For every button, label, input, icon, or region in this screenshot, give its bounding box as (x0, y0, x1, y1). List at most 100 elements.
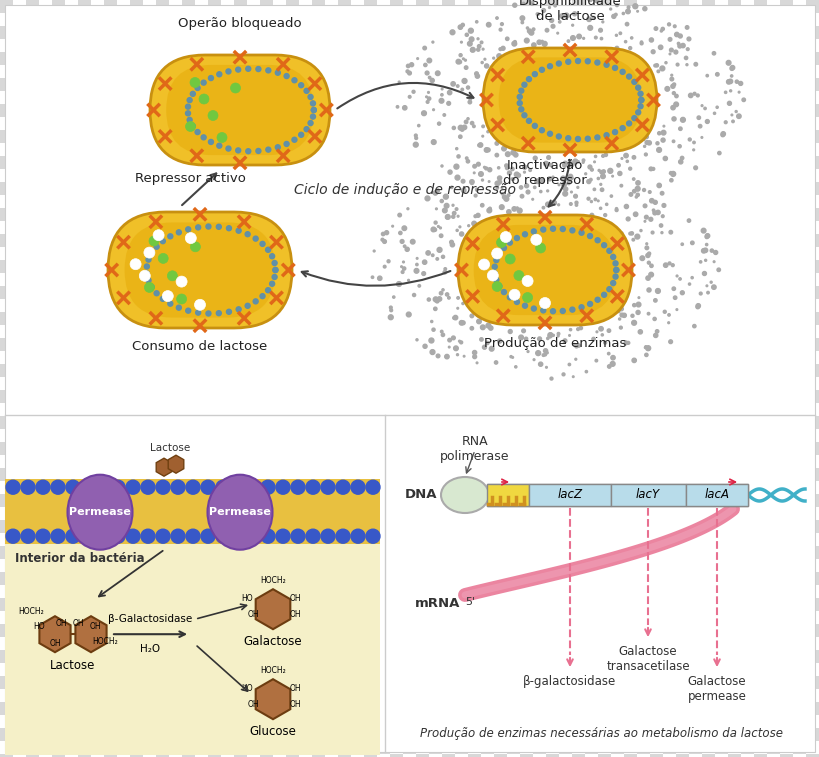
Bar (311, 0, 324, 13)
Bar (390, 520, 402, 533)
Circle shape (476, 162, 480, 166)
Bar (779, 624, 792, 637)
Bar (324, 585, 337, 598)
Bar (415, 208, 428, 221)
Bar (169, 195, 182, 208)
Circle shape (469, 314, 473, 318)
Bar (584, 403, 597, 416)
Circle shape (523, 171, 525, 173)
Bar (117, 143, 130, 156)
Bar (91, 611, 104, 624)
Bar (714, 143, 727, 156)
Bar (78, 104, 91, 117)
Bar (299, 689, 311, 702)
Bar (597, 260, 610, 273)
Bar (688, 351, 701, 364)
Bar (143, 741, 156, 754)
Bar (364, 182, 377, 195)
Circle shape (473, 172, 474, 173)
Bar (572, 104, 584, 117)
Circle shape (717, 151, 720, 154)
Bar (481, 13, 493, 26)
Circle shape (634, 234, 639, 239)
Bar (78, 728, 91, 741)
Bar (117, 637, 130, 650)
Bar (481, 91, 493, 104)
Circle shape (464, 59, 466, 61)
Bar (519, 312, 532, 325)
Bar (493, 494, 506, 507)
Bar (727, 416, 740, 429)
Bar (390, 754, 402, 757)
Circle shape (711, 285, 715, 289)
Bar (597, 26, 610, 39)
Bar (117, 429, 130, 442)
Circle shape (495, 238, 506, 248)
Bar (805, 754, 818, 757)
Circle shape (468, 37, 473, 42)
Bar (623, 676, 636, 689)
Circle shape (405, 248, 409, 251)
Circle shape (632, 212, 637, 217)
Bar (402, 65, 415, 78)
Circle shape (567, 179, 569, 182)
Bar (143, 299, 156, 312)
Bar (559, 325, 572, 338)
Bar (286, 494, 299, 507)
Bar (597, 520, 610, 533)
Bar (792, 351, 805, 364)
Text: Lactose: Lactose (150, 443, 190, 453)
Bar (493, 26, 506, 39)
Circle shape (470, 48, 475, 52)
Circle shape (642, 188, 645, 192)
Bar (299, 13, 311, 26)
Bar (559, 143, 572, 156)
Bar (493, 598, 506, 611)
Bar (610, 663, 623, 676)
Bar (402, 325, 415, 338)
Bar (299, 637, 311, 650)
Bar (493, 650, 506, 663)
Bar (39, 429, 52, 442)
Bar (727, 650, 740, 663)
Circle shape (431, 254, 433, 257)
Circle shape (570, 36, 575, 40)
Circle shape (672, 83, 675, 86)
Circle shape (680, 43, 685, 48)
Bar (532, 715, 545, 728)
Circle shape (480, 41, 482, 44)
Bar (260, 494, 273, 507)
Bar (286, 0, 299, 13)
Bar (273, 377, 286, 390)
Bar (753, 390, 766, 403)
Circle shape (415, 263, 418, 266)
Circle shape (667, 38, 671, 41)
Bar (39, 663, 52, 676)
Bar (156, 546, 169, 559)
Bar (623, 416, 636, 429)
Bar (351, 533, 364, 546)
Bar (351, 169, 364, 182)
Bar (675, 26, 688, 39)
Bar (195, 65, 208, 78)
Circle shape (459, 127, 464, 131)
Circle shape (581, 159, 584, 161)
Bar (26, 364, 39, 377)
Bar (572, 52, 584, 65)
Bar (572, 442, 584, 455)
Bar (52, 468, 65, 481)
Bar (13, 65, 26, 78)
Bar (727, 208, 740, 221)
Bar (714, 689, 727, 702)
Bar (779, 52, 792, 65)
Bar (623, 650, 636, 663)
Circle shape (371, 276, 373, 279)
Polygon shape (256, 589, 290, 629)
Bar (559, 91, 572, 104)
Bar (311, 26, 324, 39)
Circle shape (499, 28, 501, 31)
Bar (130, 234, 143, 247)
Circle shape (600, 183, 601, 185)
Bar (233, 130, 247, 143)
Bar (818, 351, 819, 364)
